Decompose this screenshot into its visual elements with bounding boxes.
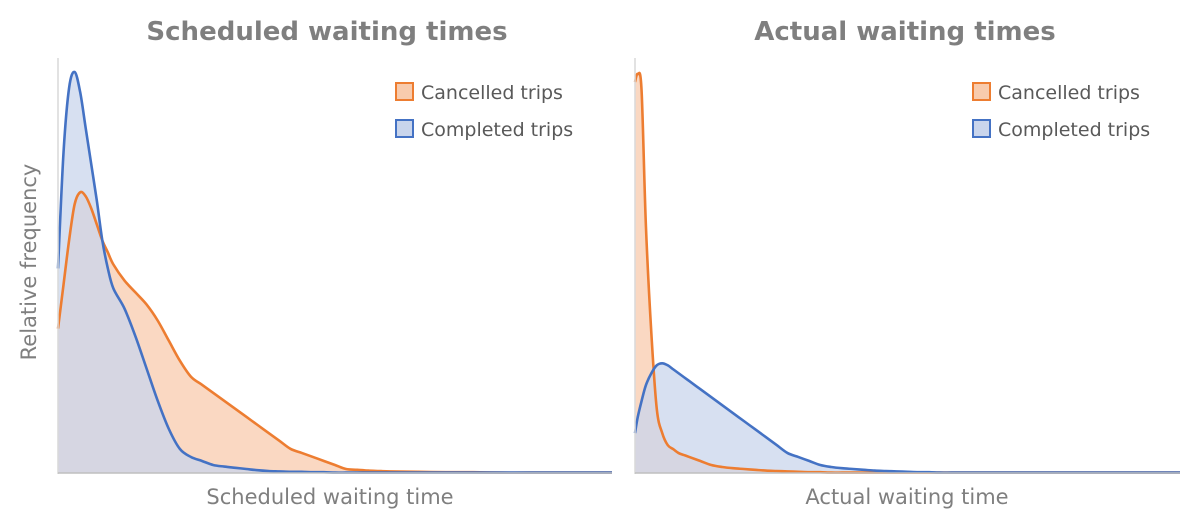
legend-swatch-completed xyxy=(972,119,991,138)
y-axis-label: Relative frequency xyxy=(17,164,41,361)
chart-title: Actual waiting times xyxy=(754,17,1056,47)
area-fill-completed-trips xyxy=(635,363,1180,473)
chart-title: Scheduled waiting times xyxy=(146,17,507,47)
legend-label-cancelled: Cancelled trips xyxy=(998,82,1140,104)
chart-scheduled: Scheduled waiting times Relative frequen… xyxy=(17,17,612,509)
legend-label-cancelled: Cancelled trips xyxy=(421,82,563,104)
area-fill-cancelled-trips xyxy=(58,191,612,473)
x-axis-label: Actual waiting time xyxy=(805,485,1008,509)
x-axis-label: Scheduled waiting time xyxy=(206,485,453,509)
chart-actual: Actual waiting times Actual waiting time… xyxy=(633,17,1180,509)
legend-label-completed: Completed trips xyxy=(998,119,1150,141)
legend-label-completed: Completed trips xyxy=(421,119,573,141)
legend-swatch-cancelled xyxy=(395,82,414,101)
legend: Cancelled trips Completed trips xyxy=(395,82,573,141)
legend-swatch-cancelled xyxy=(972,82,991,101)
legend-swatch-completed xyxy=(395,119,414,138)
legend: Cancelled trips Completed trips xyxy=(972,82,1150,141)
area-fill-completed-trips xyxy=(58,71,612,474)
